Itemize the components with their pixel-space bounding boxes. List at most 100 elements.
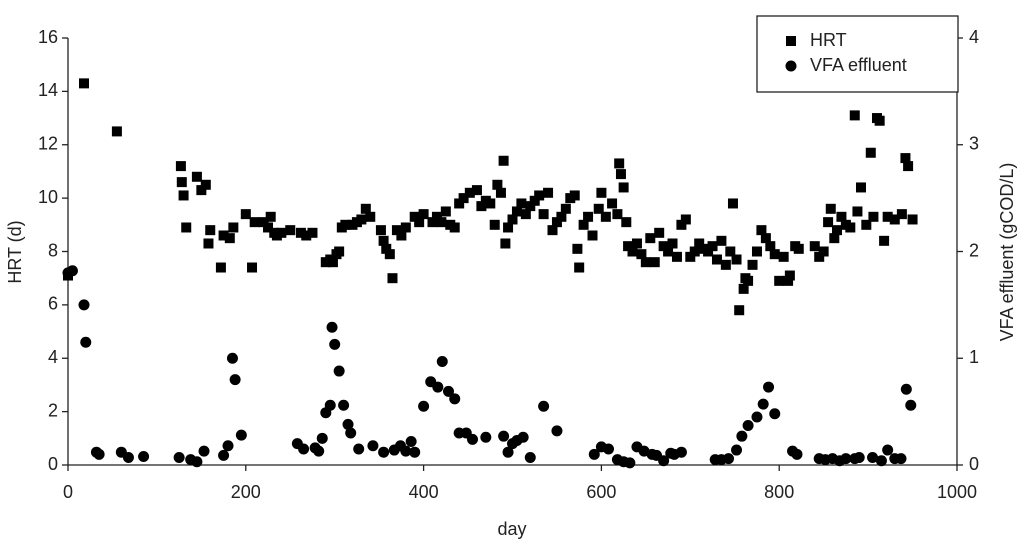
point	[615, 169, 626, 180]
point	[612, 209, 623, 220]
point	[301, 230, 312, 241]
point	[205, 225, 216, 236]
point	[436, 355, 448, 367]
point	[743, 275, 754, 286]
point	[861, 219, 872, 230]
point	[895, 453, 907, 465]
point	[78, 299, 90, 311]
y-tick-label: 2	[48, 400, 58, 420]
point	[525, 201, 536, 212]
y-tick-label: 12	[38, 134, 58, 154]
point	[731, 254, 742, 265]
y-tick-label: 10	[38, 187, 58, 207]
point	[596, 187, 607, 198]
point	[492, 179, 503, 190]
point	[342, 418, 354, 430]
point	[520, 209, 531, 220]
y-tick-label: 16	[38, 27, 58, 47]
y-tick-label: 4	[48, 347, 58, 367]
point	[79, 78, 90, 89]
point	[900, 383, 912, 395]
point	[365, 211, 376, 222]
x-tick-label: 400	[409, 482, 439, 502]
point	[769, 249, 780, 260]
y2-tick-label: 1	[969, 347, 979, 367]
point	[466, 433, 478, 445]
point	[640, 257, 651, 268]
point	[529, 195, 540, 206]
point	[680, 214, 691, 225]
point	[517, 431, 529, 443]
point	[879, 235, 890, 246]
point	[247, 262, 258, 273]
point	[825, 203, 836, 214]
point	[178, 190, 189, 201]
point	[882, 444, 894, 456]
point	[449, 393, 461, 405]
point	[489, 219, 500, 230]
point	[865, 147, 876, 158]
point	[900, 153, 911, 164]
point	[675, 446, 687, 458]
point	[814, 251, 825, 262]
point	[333, 365, 345, 377]
point	[138, 450, 150, 462]
point	[375, 225, 386, 236]
point	[367, 440, 379, 452]
point	[623, 241, 634, 252]
point	[431, 211, 442, 222]
point	[381, 243, 392, 254]
point	[649, 257, 660, 268]
y-tick-label: 8	[48, 240, 58, 260]
x-tick-label: 600	[586, 482, 616, 502]
point	[783, 275, 794, 286]
point	[853, 452, 865, 464]
point	[516, 198, 527, 209]
point	[578, 219, 589, 230]
point	[882, 211, 893, 222]
point	[263, 222, 274, 233]
y-tick-label: 14	[38, 80, 58, 100]
point	[694, 238, 705, 249]
point	[313, 445, 325, 457]
point	[122, 452, 134, 464]
point	[427, 217, 438, 228]
point	[809, 241, 820, 252]
point	[400, 445, 412, 457]
point	[198, 445, 210, 457]
point	[440, 206, 451, 217]
point	[360, 203, 371, 214]
legend-marker	[786, 36, 796, 46]
y2-tick-label: 2	[969, 240, 979, 260]
point	[658, 241, 669, 252]
point	[534, 190, 545, 201]
point	[685, 251, 696, 262]
point	[763, 381, 775, 393]
point	[418, 209, 429, 220]
point	[498, 430, 510, 442]
point	[547, 225, 558, 236]
point	[324, 399, 336, 411]
point	[215, 262, 226, 273]
point	[720, 259, 731, 270]
point	[356, 214, 367, 225]
point	[874, 115, 885, 126]
point	[875, 455, 887, 467]
y-tick-label: 0	[48, 454, 58, 474]
point	[736, 430, 748, 442]
point	[731, 444, 743, 456]
point	[607, 198, 618, 209]
point	[757, 398, 769, 410]
point	[624, 457, 636, 469]
point	[400, 222, 411, 233]
point	[464, 187, 475, 198]
point	[326, 321, 338, 333]
point	[378, 446, 390, 458]
point	[631, 238, 642, 249]
point	[502, 446, 514, 458]
point	[587, 230, 598, 241]
point	[658, 455, 670, 467]
point	[574, 262, 585, 273]
point	[218, 230, 229, 241]
y2-tick-label: 3	[969, 134, 979, 154]
